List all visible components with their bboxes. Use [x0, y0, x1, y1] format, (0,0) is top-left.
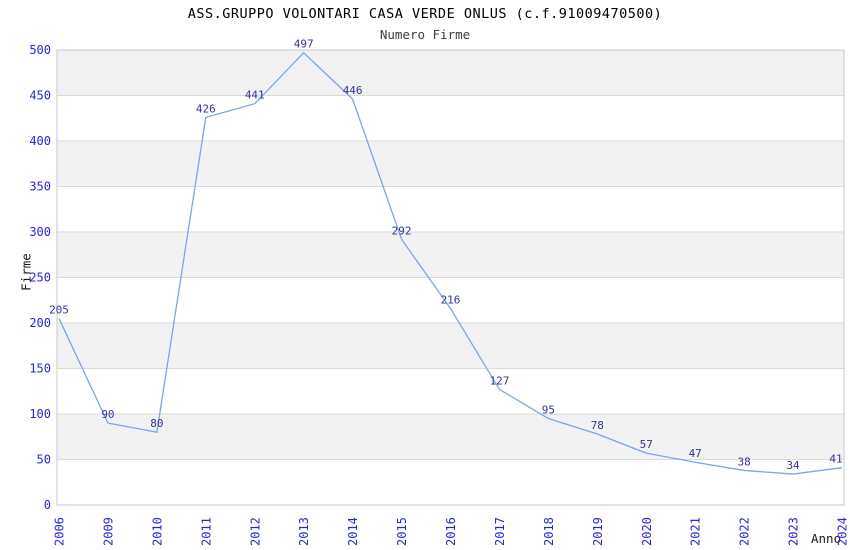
x-tick-label: 2019 — [591, 517, 605, 546]
chart-subtitle: Numero Firme — [379, 27, 471, 42]
data-point-label: 47 — [689, 447, 702, 460]
data-point-label: 78 — [591, 419, 604, 432]
data-point-label: 80 — [150, 417, 163, 430]
x-tick-label: 2012 — [248, 517, 262, 546]
x-tick-label: 2013 — [297, 517, 311, 546]
x-tick-label: 2021 — [689, 517, 703, 546]
x-tick-label: 2018 — [542, 517, 556, 546]
data-point-label: 292 — [392, 224, 412, 237]
plot-band — [57, 141, 844, 187]
x-tick-label: 2016 — [444, 517, 458, 546]
plot-band — [57, 277, 844, 323]
data-point-label: 34 — [786, 459, 800, 472]
series-line — [58, 51, 843, 475]
y-tick-label: 400 — [29, 134, 51, 148]
data-point-label: 441 — [245, 89, 265, 102]
data-point-label: 216 — [441, 293, 461, 306]
y-tick-label: 150 — [29, 362, 51, 376]
x-tick-label: 2020 — [640, 517, 654, 546]
plot-border — [56, 49, 845, 506]
y-tick-label: 250 — [29, 271, 51, 285]
y-tick-label: 300 — [29, 225, 51, 239]
plot-band — [57, 323, 844, 369]
x-tick-label: 2023 — [787, 517, 801, 546]
plot-band — [57, 368, 844, 414]
data-point-label: 38 — [738, 455, 751, 468]
y-tick-label: 200 — [29, 316, 51, 330]
y-tick-label: 500 — [29, 43, 51, 57]
plot-band — [57, 414, 844, 460]
y-tick-label: 0 — [44, 498, 51, 512]
data-point-label: 90 — [101, 408, 114, 421]
plot-band — [57, 50, 844, 96]
x-axis-title: Anno — [811, 531, 842, 546]
y-tick-label: 350 — [29, 180, 51, 194]
plot-band — [57, 459, 844, 505]
data-point-label: 95 — [542, 404, 555, 417]
x-tick-label: 2006 — [53, 517, 67, 546]
data-point-label: 41 — [829, 453, 842, 466]
plot-band — [57, 95, 844, 141]
data-point-label: 446 — [343, 84, 363, 97]
x-tick-label: 2011 — [199, 517, 213, 546]
x-tick-label: 2014 — [346, 517, 360, 546]
plot-band — [57, 186, 844, 232]
x-tick-label: 2024 — [836, 517, 850, 546]
plot-band — [57, 232, 844, 278]
data-point-label: 205 — [49, 303, 69, 316]
data-point-label: 127 — [490, 374, 510, 387]
y-tick-label: 100 — [29, 407, 51, 421]
data-point-label: 57 — [640, 438, 653, 451]
x-tick-label: 2010 — [150, 517, 164, 546]
x-tick-label: 2009 — [101, 517, 115, 546]
x-tick-label: 2022 — [738, 517, 752, 546]
y-tick-label: 50 — [37, 453, 51, 467]
x-tick-label: 2017 — [493, 517, 507, 546]
x-tick-label: 2015 — [395, 517, 409, 546]
data-point-label: 497 — [294, 38, 314, 51]
y-tick-label: 450 — [29, 89, 51, 103]
data-point-label: 426 — [196, 102, 216, 115]
chart-title: ASS.GRUPPO VOLONTARI CASA VERDE ONLUS (c… — [187, 6, 663, 22]
